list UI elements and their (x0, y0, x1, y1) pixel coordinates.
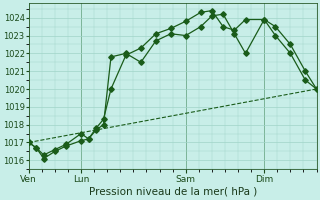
X-axis label: Pression niveau de la mer( hPa ): Pression niveau de la mer( hPa ) (89, 187, 257, 197)
